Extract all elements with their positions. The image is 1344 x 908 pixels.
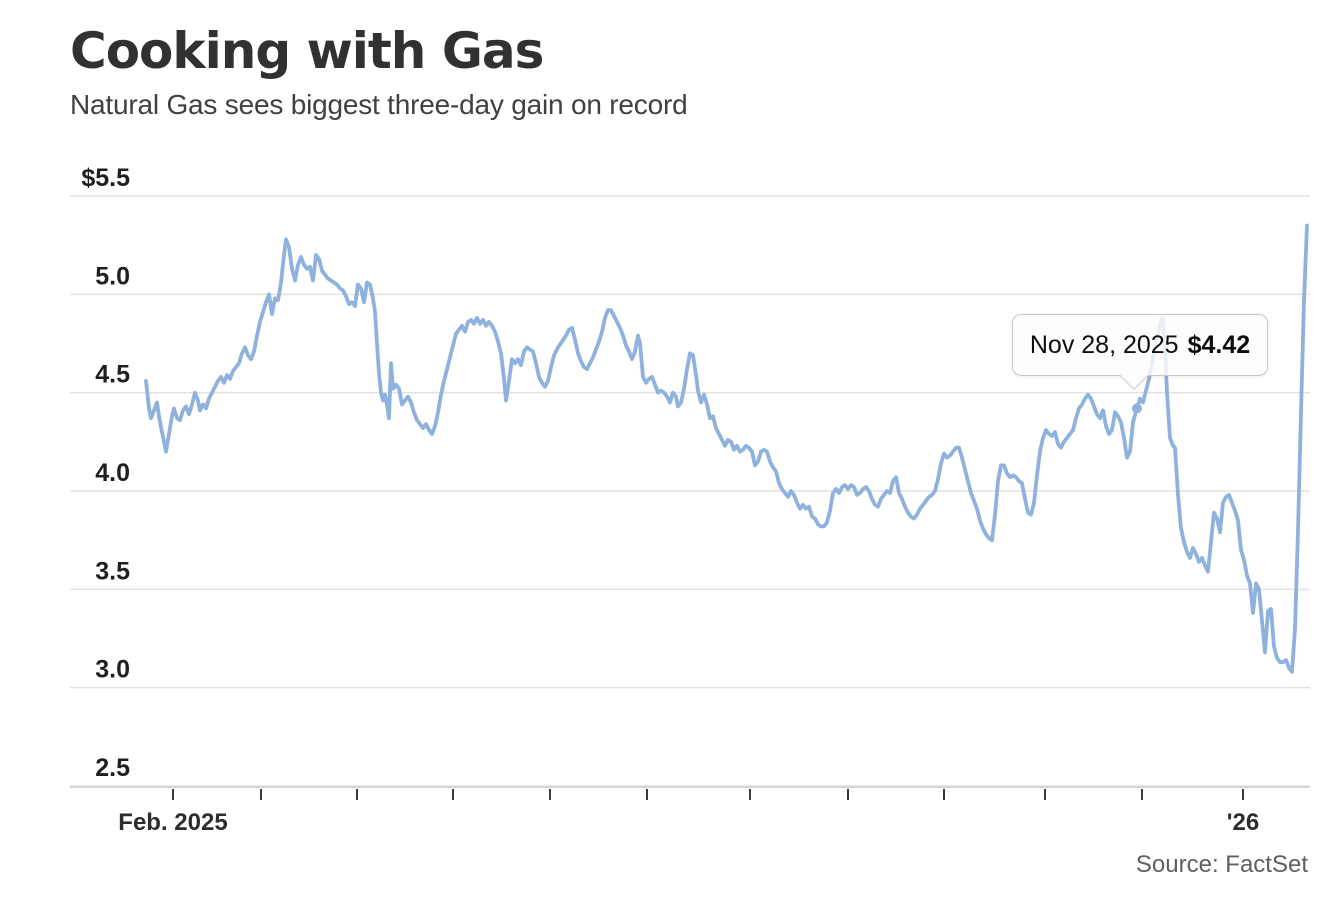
y-axis-label: 4.5 [95,361,130,389]
tooltip-price: $4.42 [1187,330,1251,359]
tooltip-date: Nov 28, 2025 [1029,330,1179,359]
source-credit: Source: FactSet [1135,851,1308,878]
y-axis-label: 2.5 [95,754,130,782]
annotation-point-marker [1132,403,1142,414]
y-axis-label: 5.0 [95,262,130,290]
chart-header: Cooking with Gas Natural Gas sees bigges… [70,24,1270,121]
x-axis-label-end: '26 [1227,809,1259,836]
y-axis-label: $5.5 [81,164,130,192]
y-axis-label: 4.0 [95,459,130,487]
y-axis-label: 3.5 [95,557,130,585]
y-axis-label: 3.0 [95,656,130,684]
chart-subtitle: Natural Gas sees biggest three-day gain … [70,89,688,120]
tooltip: Nov 28, 2025 $4.42 [1012,314,1268,391]
price-line [144,223,1309,674]
page-title: Cooking with Gas [70,22,544,80]
x-axis-label-start: Feb. 2025 [118,809,227,836]
